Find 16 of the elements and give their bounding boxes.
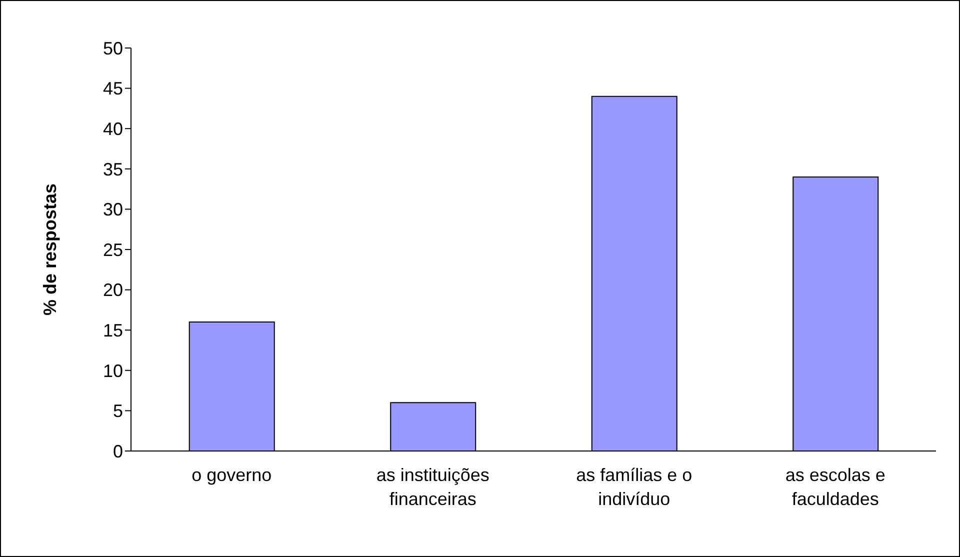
y-tick-label: 20 bbox=[102, 280, 123, 300]
x-tick-label: as famílias e o indivíduo bbox=[576, 465, 692, 509]
x-tick-label: o governo bbox=[192, 465, 272, 485]
y-tick-label: 35 bbox=[102, 159, 123, 180]
y-tick-label: 30 bbox=[102, 200, 123, 220]
y-tick-label: 15 bbox=[102, 320, 123, 340]
y-tick-label: 5 bbox=[112, 401, 123, 422]
y-tick-label: 10 bbox=[102, 360, 123, 381]
y-tick-label: 0 bbox=[112, 441, 123, 462]
y-tick-label: 45 bbox=[102, 78, 123, 99]
y-tick-label: 25 bbox=[102, 240, 123, 260]
y-tick-label: 50 bbox=[102, 38, 123, 58]
x-tick-label: as escolas e faculdades bbox=[785, 465, 886, 509]
x-tick-label: as instituições financeiras bbox=[376, 465, 490, 509]
y-tick-label: 40 bbox=[102, 118, 123, 139]
y-axis-title: % de respostas bbox=[40, 183, 60, 316]
